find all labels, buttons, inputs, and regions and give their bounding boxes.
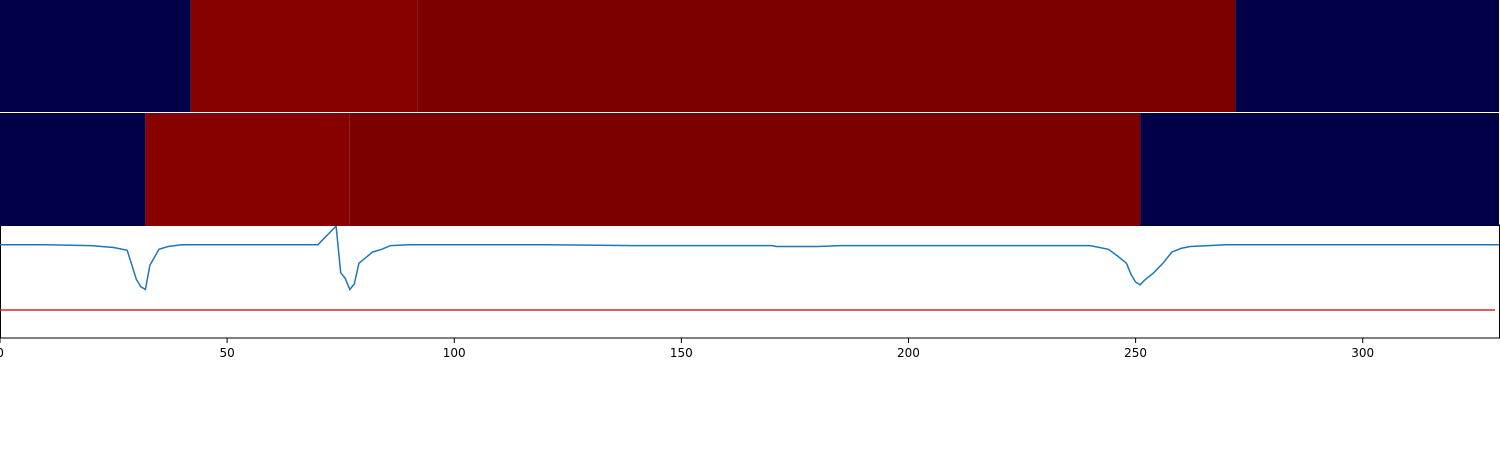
band-1-segment-1	[0, 0, 191, 112]
x-tick-label: 0	[0, 346, 4, 360]
band-2-segment-4	[1140, 113, 1499, 226]
line-panel-frame	[0, 224, 1500, 339]
x-tick-label: 100	[443, 346, 466, 360]
band-1-segment-4	[1235, 0, 1499, 112]
band-2-segment-3	[349, 113, 1141, 226]
band-1-segment-3	[417, 0, 1236, 112]
band-2-segment-2	[145, 113, 350, 226]
x-axis: 0 50 100 150 200 250 300	[0, 338, 1374, 360]
band-2-segment-1	[0, 113, 146, 226]
x-tick-label: 200	[897, 346, 920, 360]
heatmap-bands	[0, 0, 1499, 226]
x-tick-label: 150	[670, 346, 693, 360]
line-panel	[0, 224, 1500, 339]
x-tick-label: 250	[1124, 346, 1147, 360]
signal-line	[0, 224, 1499, 291]
x-tick-label: 300	[1351, 346, 1374, 360]
band-1-segment-2	[190, 0, 418, 112]
x-tick-label: 50	[219, 346, 234, 360]
